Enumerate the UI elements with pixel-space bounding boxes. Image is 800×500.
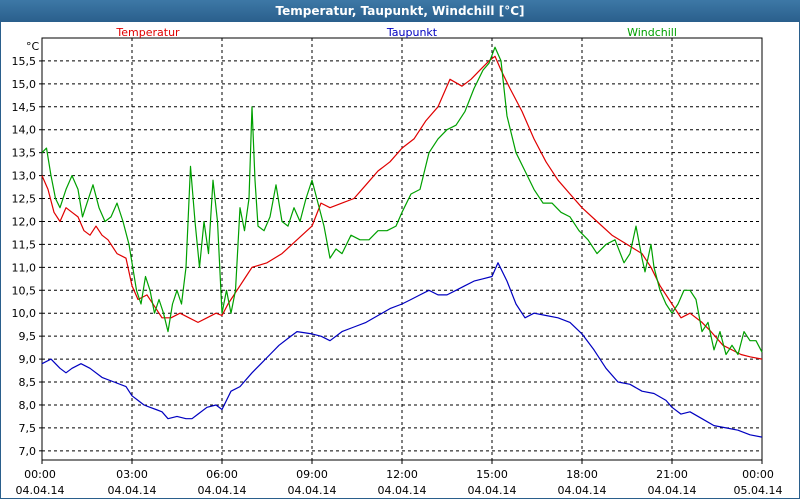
x-tick-date: 04.04.14 xyxy=(198,484,247,497)
y-tick-label: 8,5 xyxy=(19,376,37,389)
series-line-taupunkt xyxy=(41,262,763,438)
y-tick-label: 11,0 xyxy=(12,261,37,274)
y-tick-label: 9,5 xyxy=(19,330,37,343)
y-tick-label: 12,5 xyxy=(12,193,37,206)
x-tick-time: 00:00 xyxy=(24,468,56,481)
y-tick-label: 13,5 xyxy=(12,147,37,160)
legend-taupunkt: Taupunkt xyxy=(386,26,438,39)
x-tick-date: 04.04.14 xyxy=(558,484,607,497)
x-tick-time: 03:00 xyxy=(116,468,148,481)
y-tick-label: 8,0 xyxy=(19,399,37,412)
y-tick-label: 13,0 xyxy=(12,170,37,183)
y-tick-label: 15,0 xyxy=(12,78,37,91)
y-tick-label: 7,5 xyxy=(19,422,37,435)
y-tick-label: 14,0 xyxy=(12,124,37,137)
y-tick-label: 15,5 xyxy=(12,55,37,68)
y-tick-label: 14,5 xyxy=(12,101,37,114)
x-tick-date: 04.04.14 xyxy=(288,484,337,497)
legend-windchill: Windchill xyxy=(627,26,677,39)
y-axis-label: °C xyxy=(26,40,40,53)
x-tick-time: 12:00 xyxy=(386,468,418,481)
legend-temperatur: Temperatur xyxy=(115,26,180,39)
x-tick-time: 15:00 xyxy=(476,468,508,481)
x-tick-date: 04.04.14 xyxy=(468,484,517,497)
y-tick-label: 7,0 xyxy=(19,445,37,458)
x-tick-date: 05.04.14 xyxy=(734,484,783,497)
x-tick-time: 09:00 xyxy=(296,468,328,481)
x-tick-date: 04.04.14 xyxy=(648,484,697,497)
y-tick-label: 10,5 xyxy=(12,284,37,297)
series-line-windchill xyxy=(41,46,763,356)
x-tick-time: 18:00 xyxy=(566,468,598,481)
y-tick-label: 10,0 xyxy=(12,307,37,320)
y-tick-label: 11,5 xyxy=(12,238,37,251)
series-line-temperatur xyxy=(41,55,763,360)
y-tick-label: 9,0 xyxy=(19,353,37,366)
x-tick-date: 04.04.14 xyxy=(108,484,157,497)
x-tick-date: 04.04.14 xyxy=(378,484,427,497)
y-tick-label: 12,0 xyxy=(12,215,37,228)
x-tick-time: 00:00 xyxy=(742,468,774,481)
x-tick-time: 21:00 xyxy=(656,468,688,481)
window-title: Temperatur, Taupunkt, Windchill [°C] xyxy=(0,0,800,22)
x-tick-date: 04.04.14 xyxy=(16,484,65,497)
x-tick-time: 06:00 xyxy=(206,468,238,481)
